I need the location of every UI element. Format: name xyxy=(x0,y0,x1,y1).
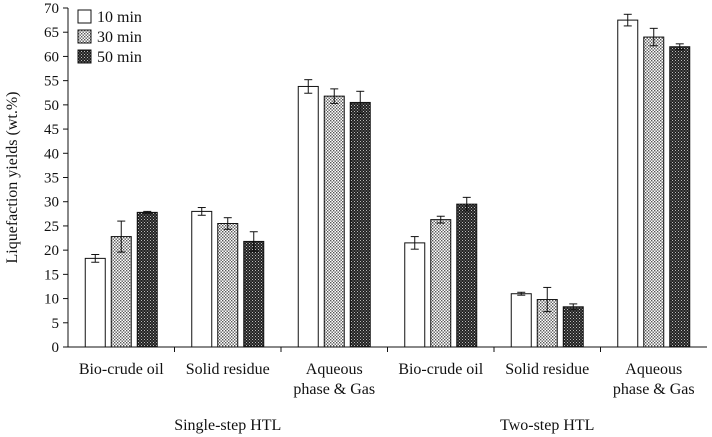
legend-label-1: 30 min xyxy=(97,29,142,46)
labels-layer: Bio-crude oil Solid residue Aqueous phase &… xyxy=(79,361,695,434)
bar-30-min-5 xyxy=(643,36,665,348)
group-label-0: Single-step HTL xyxy=(174,417,281,434)
category-label-1: Solid residue xyxy=(186,361,270,378)
bar-10-min-1 xyxy=(191,210,213,348)
axes-layer: 0 5 10 15 20 25 30 35 40 45 50 55 60 65 70 Liquefaction… xyxy=(4,1,707,356)
legend-swatch-2 xyxy=(77,49,92,64)
bar-30-min-2 xyxy=(323,95,345,348)
bar-10-min-2 xyxy=(297,85,319,348)
bar-10-min-3 xyxy=(404,242,426,348)
bar-10-min-4 xyxy=(510,293,532,348)
bar-30-min-0 xyxy=(110,236,132,348)
y-tick-label-60: 60 xyxy=(44,49,59,65)
category-label-5: phase & Gas xyxy=(613,381,695,398)
legend-swatch-1 xyxy=(77,29,92,44)
category-label-5: Aqueous xyxy=(625,361,682,378)
y-tick-label-10: 10 xyxy=(44,292,59,308)
bar-50-min-5 xyxy=(669,46,691,348)
bars-layer xyxy=(84,19,691,348)
bar-50-min-2 xyxy=(349,101,371,348)
y-tick-label-30: 30 xyxy=(44,195,59,211)
legend-label-0: 10 min xyxy=(97,9,142,26)
bar-50-min-1 xyxy=(243,240,265,348)
y-tick-label-40: 40 xyxy=(44,146,59,162)
group-label-1: Two-step HTL xyxy=(500,417,594,434)
y-tick-label-0: 0 xyxy=(52,340,60,356)
bar-10-min-0 xyxy=(84,257,106,348)
y-axis-title: Liquefaction yields (wt.%) xyxy=(4,92,21,264)
bar-50-min-3 xyxy=(456,203,478,348)
y-tick-label-15: 15 xyxy=(44,267,59,283)
category-label-0: Bio-crude oil xyxy=(79,361,164,378)
legend: 10 min 30 min 50 min xyxy=(77,9,142,66)
bar-10-min-5 xyxy=(617,19,639,348)
y-tick-label-20: 20 xyxy=(44,243,59,259)
y-tick-label-35: 35 xyxy=(44,171,59,187)
y-tick-label-5: 5 xyxy=(52,316,60,332)
legend-swatch-0 xyxy=(77,9,92,24)
y-tick-label-55: 55 xyxy=(44,74,59,90)
y-tick-label-65: 65 xyxy=(44,25,59,41)
category-label-3: Bio-crude oil xyxy=(398,361,483,378)
y-tick-label-50: 50 xyxy=(44,98,59,114)
bar-30-min-3 xyxy=(430,219,452,348)
y-tick-label-70: 70 xyxy=(44,1,59,17)
bar-50-min-0 xyxy=(136,211,158,348)
bar-30-min-1 xyxy=(217,223,239,348)
error-bars-layer xyxy=(91,13,684,313)
legend-label-2: 50 min xyxy=(97,49,142,66)
category-label-2: Aqueous xyxy=(306,361,363,378)
y-tick-label-25: 25 xyxy=(44,219,59,235)
category-label-4: Solid residue xyxy=(505,361,589,378)
bar-50-min-4 xyxy=(562,306,584,348)
category-label-2: phase & Gas xyxy=(293,381,375,398)
y-tick-label-45: 45 xyxy=(44,122,59,138)
